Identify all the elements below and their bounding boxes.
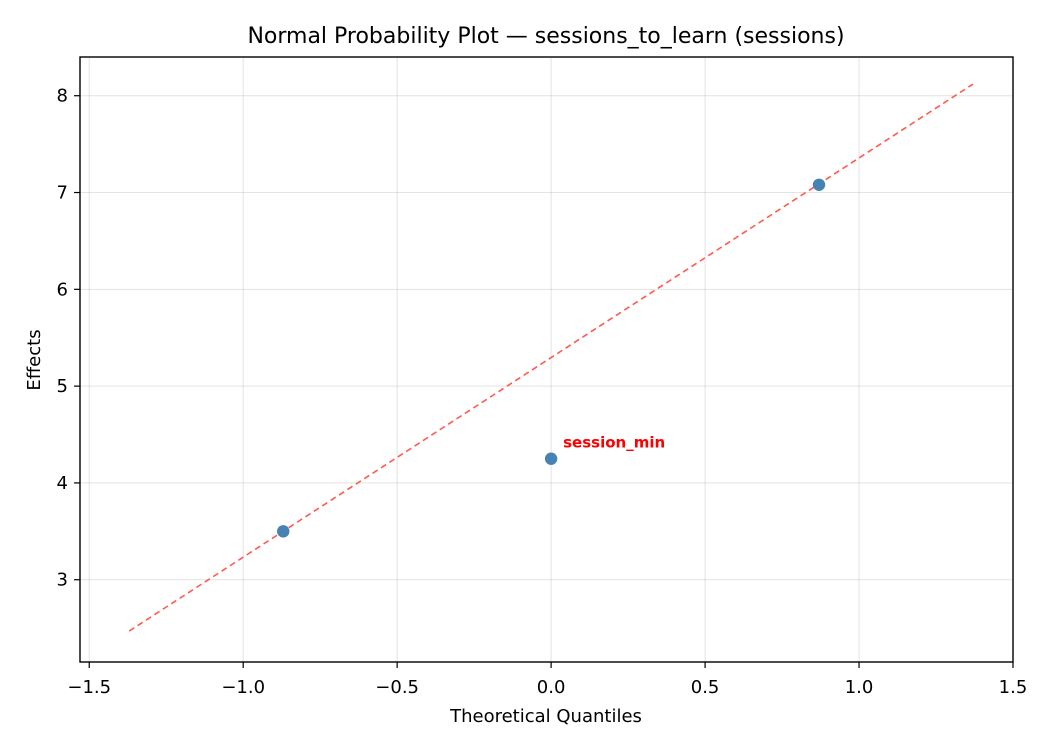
points-layer: [277, 178, 826, 538]
reference-line-layer: [128, 83, 974, 632]
x-tick-label: 0.5: [691, 677, 720, 698]
x-tick-label: 0.0: [537, 677, 566, 698]
x-tick-label: −1.0: [221, 677, 265, 698]
y-tick-label: 7: [57, 183, 68, 204]
y-tick-label: 4: [57, 473, 68, 494]
y-axis-label: Effects: [24, 329, 45, 390]
x-tick-label: 1.5: [999, 677, 1028, 698]
point-annotation: session_min: [563, 434, 665, 452]
y-axis: 3 4 5 6 7 8: [57, 86, 80, 591]
x-axis: −1.5 −1.0 −0.5 0.0 0.5 1.0 1.5: [67, 662, 1027, 698]
data-point: [277, 525, 290, 538]
annotations-layer: session_min: [563, 434, 665, 452]
y-tick-label: 3: [57, 570, 68, 591]
chart-title: Normal Probability Plot — sessions_to_le…: [247, 24, 844, 49]
grid: [80, 57, 1014, 662]
y-tick-label: 8: [57, 86, 68, 107]
data-point: [812, 178, 826, 191]
y-tick-label: 5: [57, 376, 68, 397]
reference-line: [128, 83, 974, 632]
x-tick-label: −1.5: [67, 677, 111, 698]
x-tick-label: −0.5: [375, 677, 419, 698]
x-axis-label: Theoretical Quantiles: [449, 706, 642, 727]
plot-frame: [79, 56, 1014, 663]
x-tick-label: 1.0: [845, 677, 874, 698]
data-point: [544, 452, 558, 465]
y-tick-label: 6: [57, 279, 68, 300]
